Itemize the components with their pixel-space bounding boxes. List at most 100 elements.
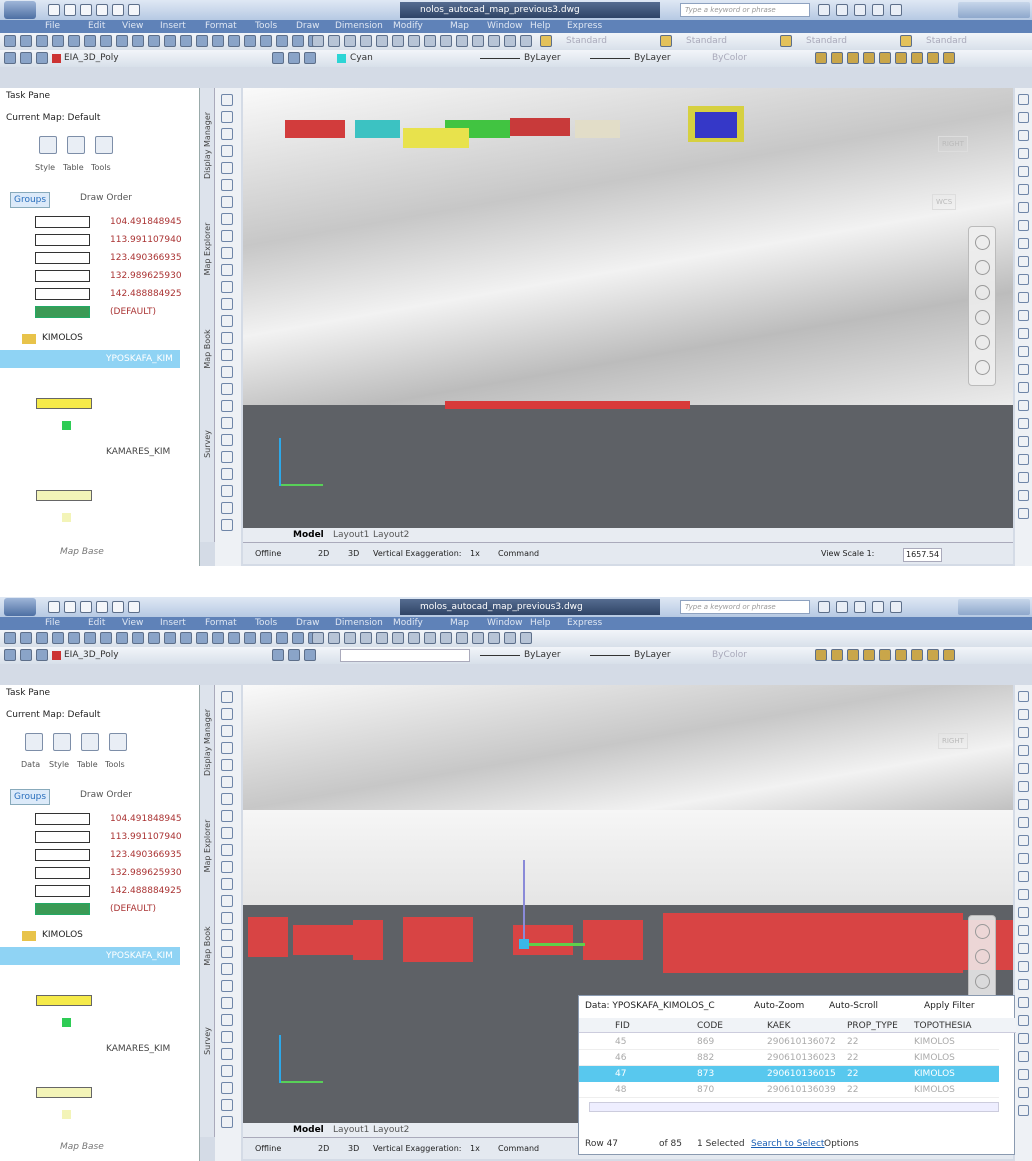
tool-icon[interactable] <box>1018 166 1029 177</box>
menu-item[interactable]: Edit <box>88 21 106 31</box>
tool-icon[interactable] <box>116 632 128 644</box>
plotstyle-combo[interactable]: ByColor <box>712 650 747 660</box>
tool-icon[interactable] <box>456 35 468 47</box>
tool-label[interactable]: Style <box>49 760 70 769</box>
tool-icon[interactable] <box>1018 238 1029 249</box>
column-header[interactable]: TOPOTHESIA <box>914 1021 972 1031</box>
tool-icon[interactable] <box>221 1099 233 1111</box>
tool-icon[interactable] <box>221 332 233 344</box>
nav-tool[interactable] <box>975 974 990 989</box>
auto-scroll[interactable]: Auto-Scroll <box>829 1001 878 1011</box>
tool-icon[interactable] <box>1018 292 1029 303</box>
side-tab[interactable]: Survey <box>203 1027 212 1055</box>
tool-icon[interactable] <box>288 649 300 661</box>
tool-icon[interactable] <box>221 434 233 446</box>
tool-icon[interactable] <box>221 691 233 703</box>
tool-icon[interactable] <box>221 519 233 531</box>
tool-icon[interactable] <box>180 632 192 644</box>
status-item[interactable]: 2D <box>318 549 330 558</box>
menu-item[interactable]: Express <box>567 21 603 31</box>
linetype-combo[interactable]: ByLayer <box>524 53 561 63</box>
tool-icon[interactable] <box>221 162 233 174</box>
tool-icon[interactable] <box>112 601 124 613</box>
tool-icon[interactable] <box>244 632 256 644</box>
tool-icon[interactable] <box>1018 454 1029 465</box>
tool-icon[interactable] <box>831 52 843 64</box>
tool-icon[interactable] <box>221 128 233 140</box>
table-footer[interactable]: 1 Selected <box>697 1139 745 1149</box>
tool-icon[interactable] <box>36 52 48 64</box>
tool-icon[interactable] <box>328 35 340 47</box>
tool-icon[interactable] <box>836 601 848 613</box>
tool-icon[interactable] <box>879 52 891 64</box>
apply-filter[interactable]: Apply Filter <box>924 1001 975 1011</box>
window-controls[interactable] <box>958 599 1030 615</box>
tool-icon[interactable] <box>39 136 57 154</box>
nav-tool[interactable] <box>975 235 990 250</box>
search-box[interactable]: Type a keyword or phrase <box>680 600 810 614</box>
tool-icon[interactable] <box>48 601 60 613</box>
tool-icon[interactable] <box>1018 835 1029 846</box>
tool-icon[interactable] <box>1018 148 1029 159</box>
tool-icon[interactable] <box>376 632 388 644</box>
map-base[interactable]: Map Base <box>60 547 104 557</box>
tool-icon[interactable] <box>1018 364 1029 375</box>
tool-icon[interactable] <box>36 632 48 644</box>
tool-icon[interactable] <box>221 776 233 788</box>
nav-tool[interactable] <box>975 949 990 964</box>
tool-icon[interactable] <box>221 213 233 225</box>
tool-icon[interactable] <box>1018 400 1029 411</box>
tool-icon[interactable] <box>863 649 875 661</box>
tool-icon[interactable] <box>221 1014 233 1026</box>
tool-icon[interactable] <box>1018 907 1029 918</box>
nav-tool[interactable] <box>975 924 990 939</box>
viewcube-label[interactable]: RIGHT <box>938 136 968 152</box>
tool-icon[interactable] <box>854 601 866 613</box>
side-tab[interactable]: Map Explorer <box>203 819 212 873</box>
menu-item[interactable]: Format <box>205 618 237 628</box>
tool-icon[interactable] <box>221 247 233 259</box>
tool-icon[interactable] <box>64 4 76 16</box>
tool-icon[interactable] <box>872 601 884 613</box>
layout-tab[interactable]: Model <box>293 530 324 540</box>
view-scale[interactable]: 1657.54 <box>903 548 943 562</box>
menu-item[interactable]: View <box>122 21 144 31</box>
tool-icon[interactable] <box>221 383 233 395</box>
tool-icon[interactable] <box>456 632 468 644</box>
tool-icon[interactable] <box>472 35 484 47</box>
window-controls[interactable] <box>958 2 1030 18</box>
tool-icon[interactable] <box>228 632 240 644</box>
tool-icon[interactable] <box>36 649 48 661</box>
tool-icon[interactable] <box>48 4 60 16</box>
tool-icon[interactable] <box>68 632 80 644</box>
tool-icon[interactable] <box>1018 943 1029 954</box>
tool-icon[interactable] <box>1018 925 1029 936</box>
tool-icon[interactable] <box>1018 274 1029 285</box>
menu-item[interactable]: Dimension <box>335 618 383 628</box>
tool-icon[interactable] <box>392 632 404 644</box>
tool-icon[interactable] <box>1018 436 1029 447</box>
tool-icon[interactable] <box>112 4 124 16</box>
menu-item[interactable]: Insert <box>160 21 186 31</box>
tool-label[interactable]: Data <box>21 760 41 769</box>
app-button[interactable] <box>4 598 36 616</box>
tool-icon[interactable] <box>212 35 224 47</box>
table-footer[interactable]: Row 47 <box>585 1139 619 1149</box>
color-combo[interactable]: Cyan <box>350 53 373 63</box>
tool-icon[interactable] <box>221 111 233 123</box>
tool-icon[interactable] <box>96 601 108 613</box>
tool-icon[interactable] <box>221 468 233 480</box>
status-item[interactable]: Offline <box>255 1144 282 1153</box>
tool-icon[interactable] <box>221 366 233 378</box>
nav-tool[interactable] <box>975 260 990 275</box>
menu-item[interactable]: Express <box>567 618 603 628</box>
table-row[interactable]: 46 882 290610136023 22 KIMOLOS <box>579 1050 999 1066</box>
tool-icon[interactable] <box>1018 508 1029 519</box>
menu-item[interactable]: File <box>45 618 61 628</box>
tool-icon[interactable] <box>392 35 404 47</box>
tool-icon[interactable] <box>221 963 233 975</box>
pane-tab[interactable]: Groups <box>10 789 51 805</box>
tool-icon[interactable] <box>360 35 372 47</box>
tool-icon[interactable] <box>221 230 233 242</box>
layout-tab[interactable]: Model <box>293 1125 324 1135</box>
